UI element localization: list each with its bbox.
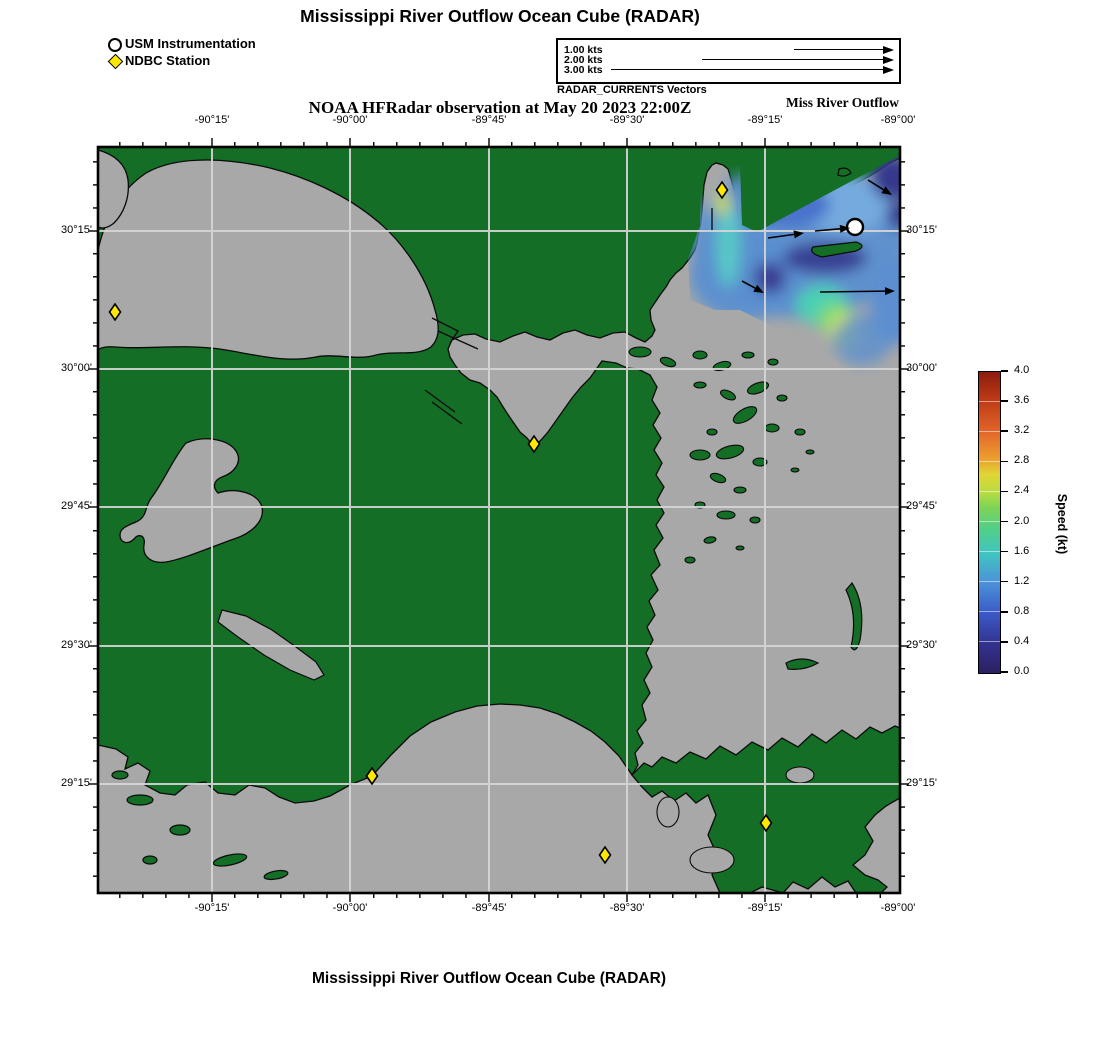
ndbc-station-marker	[598, 845, 612, 865]
map-canvas	[86, 135, 912, 905]
vector-scale-box: 1.00 kts 2.00 kts 3.00 kts	[556, 38, 901, 84]
scale-vector-line	[702, 59, 884, 61]
colorbar-tick-label: 2.8	[1014, 454, 1030, 467]
graticule	[98, 147, 900, 893]
scale-vector-line	[611, 69, 884, 71]
usm-circle-icon	[108, 38, 122, 52]
colorbar-tick-label: 0.0	[1014, 665, 1030, 677]
colorbar-title: Speed (kt)	[1055, 493, 1070, 555]
usm-instrumentation-marker	[845, 217, 865, 237]
colorbar-tick	[1001, 490, 1008, 493]
bottom-title: Mississippi River Outflow Ocean Cube (RA…	[312, 970, 666, 987]
water-west-patch	[98, 149, 130, 229]
lon-label-bottom: -89°30'	[609, 902, 645, 914]
channel-lines	[424, 208, 713, 425]
map-svg	[89, 138, 909, 902]
scale-vector-arrowhead	[883, 65, 894, 74]
page-title: Mississippi River Outflow Ocean Cube (RA…	[300, 6, 700, 26]
ndbc-diamond-icon	[107, 53, 124, 70]
colorbar-tick	[1001, 611, 1008, 613]
vector-scale-caption: RADAR_CURRENTS Vectors	[557, 84, 707, 96]
delta-bays	[656, 766, 815, 874]
colorbar-tick	[1001, 641, 1008, 643]
lon-label-top: -90°00'	[332, 114, 368, 126]
lon-label-bottom: -90°15'	[194, 902, 230, 914]
colorbar-gridline	[979, 520, 1000, 523]
colorbar-tick-label: 3.6	[1014, 394, 1030, 407]
colorbar-tick-label: 3.2	[1014, 424, 1030, 437]
region-label: Miss River Outflow	[786, 95, 899, 110]
colorbar-gridline	[979, 400, 1000, 402]
colorbar-gridline	[979, 551, 1000, 553]
lat-label-right: 29°45'	[906, 500, 937, 512]
ndbc-station-marker	[715, 180, 729, 200]
lon-label-top: -89°00'	[880, 114, 916, 126]
scale-vector-arrowhead	[883, 55, 894, 64]
legend-usm-label: USM Instrumentation	[125, 36, 256, 51]
colorbar-gridline	[979, 430, 1000, 432]
colorbar-tick-label: 1.2	[1014, 574, 1030, 587]
colorbar-gridline	[979, 490, 1000, 492]
scale-row-label: 1.00 kts	[564, 44, 603, 56]
scale-vector-line	[794, 49, 884, 51]
scale-vector-arrowhead	[883, 45, 894, 54]
lon-label-top: -90°15'	[194, 114, 230, 126]
colorbar-tick	[1001, 520, 1008, 523]
ndbc-station-marker	[365, 766, 379, 786]
map-frame	[96, 145, 902, 895]
water-lake-pontchartrain	[98, 159, 439, 360]
station-markers	[108, 180, 865, 865]
ndbc-station-marker	[527, 434, 541, 454]
colorbar-tick	[1001, 671, 1008, 673]
colorbar-gridline	[979, 611, 1000, 613]
lon-label-bottom: -89°45'	[471, 902, 507, 914]
colorbar-tick-label: 2.4	[1014, 484, 1030, 497]
colorbar-tick	[1001, 430, 1008, 432]
lat-label-left: 30°00'	[61, 362, 92, 374]
lon-label-bottom: -90°00'	[332, 902, 368, 914]
colorbar-tick-label: 2.0	[1014, 514, 1030, 527]
ndbc-station-marker	[108, 302, 122, 322]
colorbar-tick	[1001, 400, 1008, 402]
lat-label-right: 30°15'	[906, 224, 937, 236]
water-small-lake	[119, 438, 264, 563]
colorbar: 0.0 0.4 0.8 1.2 1.6 2.0 2.4 2.8 3.2 3.6 4.0 Speed …	[966, 364, 1100, 695]
lon-label-top: -89°30'	[609, 114, 645, 126]
colorbar-tick-label: 0.4	[1014, 634, 1030, 647]
legend-ndbc-label: NDBC Station	[125, 53, 211, 68]
lat-label-right: 29°30'	[906, 639, 937, 651]
colorbar-tick	[1001, 550, 1008, 553]
lat-label-left: 30°15'	[61, 224, 92, 236]
ndbc-station-marker	[759, 813, 773, 833]
observation-subtitle: NOAA HFRadar observation at May 20 2023 …	[308, 98, 692, 117]
colorbar-gridline	[979, 581, 1000, 583]
lat-label-left: 29°15'	[61, 777, 92, 789]
colorbar-tick	[1001, 370, 1008, 372]
colorbar-gridline	[979, 460, 1000, 462]
colorbar-tick-label: 0.8	[1014, 604, 1030, 617]
lon-label-top: -89°45'	[471, 114, 507, 126]
lat-label-left: 29°30'	[61, 639, 92, 651]
current-vectors	[741, 179, 895, 296]
colorbar-gridline	[979, 641, 1000, 643]
lon-label-top: -89°15'	[747, 114, 783, 126]
scale-row-label: 3.00 kts	[564, 64, 603, 76]
lon-label-bottom: -89°00'	[880, 902, 916, 914]
colorbar-gradient	[978, 371, 1001, 674]
lat-label-left: 29°45'	[61, 500, 92, 512]
colorbar-tick	[1001, 580, 1008, 583]
colorbar-tick-label: 1.6	[1014, 544, 1030, 557]
scale-row-label: 2.00 kts	[564, 54, 603, 66]
sliver-islands	[111, 167, 863, 881]
colorbar-tick	[1001, 460, 1008, 463]
lat-label-right: 30°00'	[906, 362, 937, 374]
colorbar-tick-label: 4.0	[1014, 364, 1030, 376]
lon-label-bottom: -89°15'	[747, 902, 783, 914]
lat-label-right: 29°15'	[906, 777, 937, 789]
